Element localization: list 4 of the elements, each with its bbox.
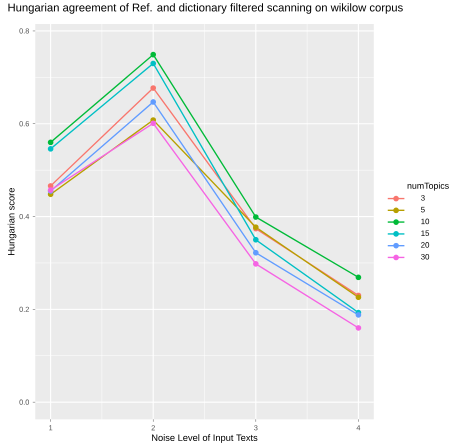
x-axis-title: Noise Level of Input Texts [152, 434, 258, 443]
chart-title: Hungarian agreement of Ref. and dictionary filtered scanning on wikilow corpus [8, 3, 403, 14]
y-axis-title: Hungarian score [8, 188, 16, 256]
legend-title: numTopics [408, 182, 449, 191]
